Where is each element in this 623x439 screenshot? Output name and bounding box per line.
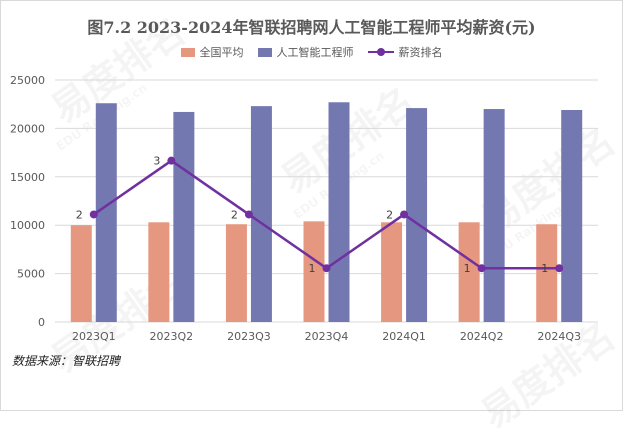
legend: 全国平均 人工智能工程师 薪资排名 — [0, 44, 623, 60]
bar-ai-engineer — [406, 108, 428, 323]
bar-ai-engineer — [95, 103, 117, 323]
x-tick-label: 2023Q3 — [227, 330, 271, 343]
bar-ai-engineer — [561, 110, 583, 323]
bar-national — [381, 222, 403, 322]
legend-swatch-national — [180, 47, 195, 57]
rank-point — [555, 264, 564, 273]
bar-ai-engineer — [328, 102, 350, 322]
rank-point — [400, 210, 409, 219]
x-tick-label: 2023Q1 — [72, 330, 116, 343]
rank-data-label: 2 — [76, 208, 83, 221]
rank-data-label: 1 — [464, 262, 471, 275]
bar-ai-engineer — [173, 111, 195, 322]
rank-data-label: 2 — [231, 208, 238, 221]
y-tick-label: 15000 — [10, 171, 45, 184]
rank-point — [167, 156, 176, 165]
bar-ai-engineer — [483, 109, 505, 322]
legend-swatch-ai — [257, 47, 272, 57]
y-tick-label: 10000 — [10, 219, 45, 232]
legend-item-rank: 薪资排名 — [367, 44, 443, 60]
x-tick-label: 2023Q2 — [150, 330, 194, 343]
y-tick-label: 20000 — [10, 122, 45, 135]
source-note: 数据来源：智联招聘 — [12, 354, 121, 368]
rank-data-label: 3 — [153, 155, 160, 168]
y-tick-label: 5000 — [17, 268, 45, 281]
legend-item-ai: 人工智能工程师 — [257, 44, 354, 60]
legend-label-rank: 薪资排名 — [398, 46, 443, 59]
rank-point — [477, 264, 486, 273]
bar-national — [536, 224, 558, 322]
legend-item-national: 全国平均 — [180, 44, 244, 60]
rank-point — [322, 264, 331, 273]
rank-point — [89, 210, 98, 219]
x-tick-label: 2024Q2 — [460, 330, 504, 343]
rank-point — [244, 210, 253, 219]
rank-data-label: 2 — [386, 208, 393, 221]
x-tick-label: 2024Q1 — [382, 330, 426, 343]
y-tick-label: 25000 — [10, 74, 45, 87]
bar-national — [458, 222, 480, 322]
bar-national — [70, 225, 92, 322]
y-tick-label: 0 — [38, 316, 45, 329]
legend-swatch-rank — [367, 47, 394, 57]
bar-national — [225, 224, 247, 322]
chart-plot: 0 5000 10000 15000 20000 25000 2023Q1 2023Q2 202… — [10, 74, 598, 343]
bar-ai-engineer — [250, 106, 272, 322]
rank-data-label: 1 — [309, 262, 316, 275]
x-tick-label: 2024Q3 — [537, 330, 581, 343]
rank-data-label: 1 — [541, 262, 548, 275]
legend-label-national: 全国平均 — [199, 46, 244, 59]
bar-national — [303, 221, 325, 322]
chart-title: 图7.2 2023-2024年智联招聘网人工智能工程师平均薪资(元) — [87, 18, 536, 37]
bar-national — [148, 222, 170, 322]
legend-label-ai: 人工智能工程师 — [276, 46, 354, 59]
x-tick-label: 2023Q4 — [305, 330, 349, 343]
